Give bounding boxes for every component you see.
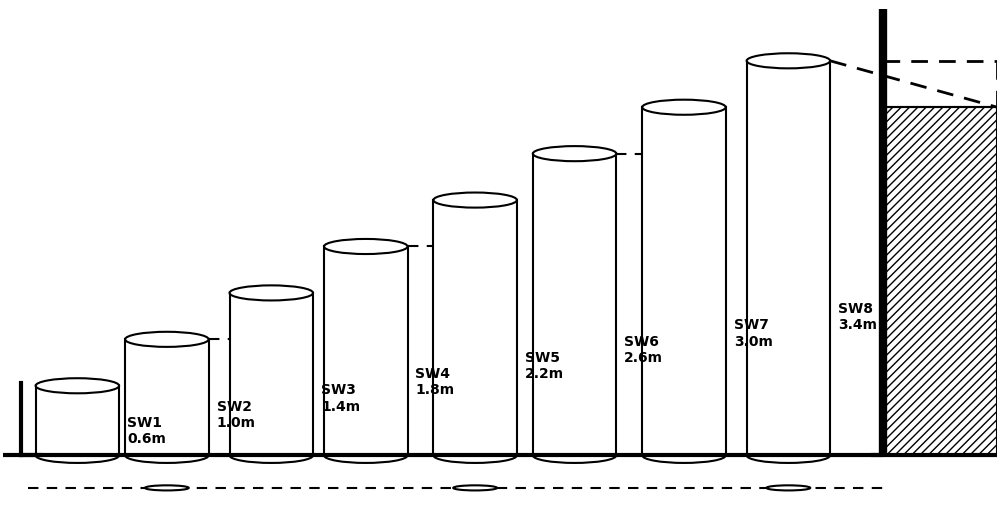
Ellipse shape <box>747 53 830 68</box>
Text: SW6
2.6m: SW6 2.6m <box>624 335 663 365</box>
Ellipse shape <box>642 100 726 115</box>
Ellipse shape <box>36 378 119 393</box>
Text: SW2
1.0m: SW2 1.0m <box>217 400 256 430</box>
Bar <box>36 386 119 455</box>
Ellipse shape <box>36 448 119 463</box>
Bar <box>747 61 830 455</box>
Ellipse shape <box>324 239 408 254</box>
Ellipse shape <box>125 448 209 463</box>
Ellipse shape <box>230 286 313 301</box>
Ellipse shape <box>125 332 209 347</box>
Bar <box>433 200 517 455</box>
Ellipse shape <box>324 448 408 463</box>
Bar <box>125 339 209 455</box>
Ellipse shape <box>533 448 616 463</box>
Circle shape <box>145 485 189 491</box>
Ellipse shape <box>230 448 313 463</box>
Bar <box>230 293 313 455</box>
Text: SW3
1.4m: SW3 1.4m <box>321 384 360 413</box>
Ellipse shape <box>433 193 517 208</box>
Bar <box>883 107 997 455</box>
Bar <box>642 107 726 455</box>
Text: SW4
1.8m: SW4 1.8m <box>415 367 455 397</box>
Text: SW8
3.4m: SW8 3.4m <box>838 302 877 333</box>
Circle shape <box>767 485 810 491</box>
Text: SW7
3.0m: SW7 3.0m <box>734 318 773 349</box>
Ellipse shape <box>642 448 726 463</box>
Text: SW5
2.2m: SW5 2.2m <box>525 351 564 381</box>
Text: SW1
0.6m: SW1 0.6m <box>127 416 166 446</box>
Ellipse shape <box>433 448 517 463</box>
Ellipse shape <box>747 448 830 463</box>
Bar <box>533 153 616 455</box>
Circle shape <box>453 485 497 491</box>
Ellipse shape <box>533 146 616 161</box>
Bar <box>324 246 408 455</box>
